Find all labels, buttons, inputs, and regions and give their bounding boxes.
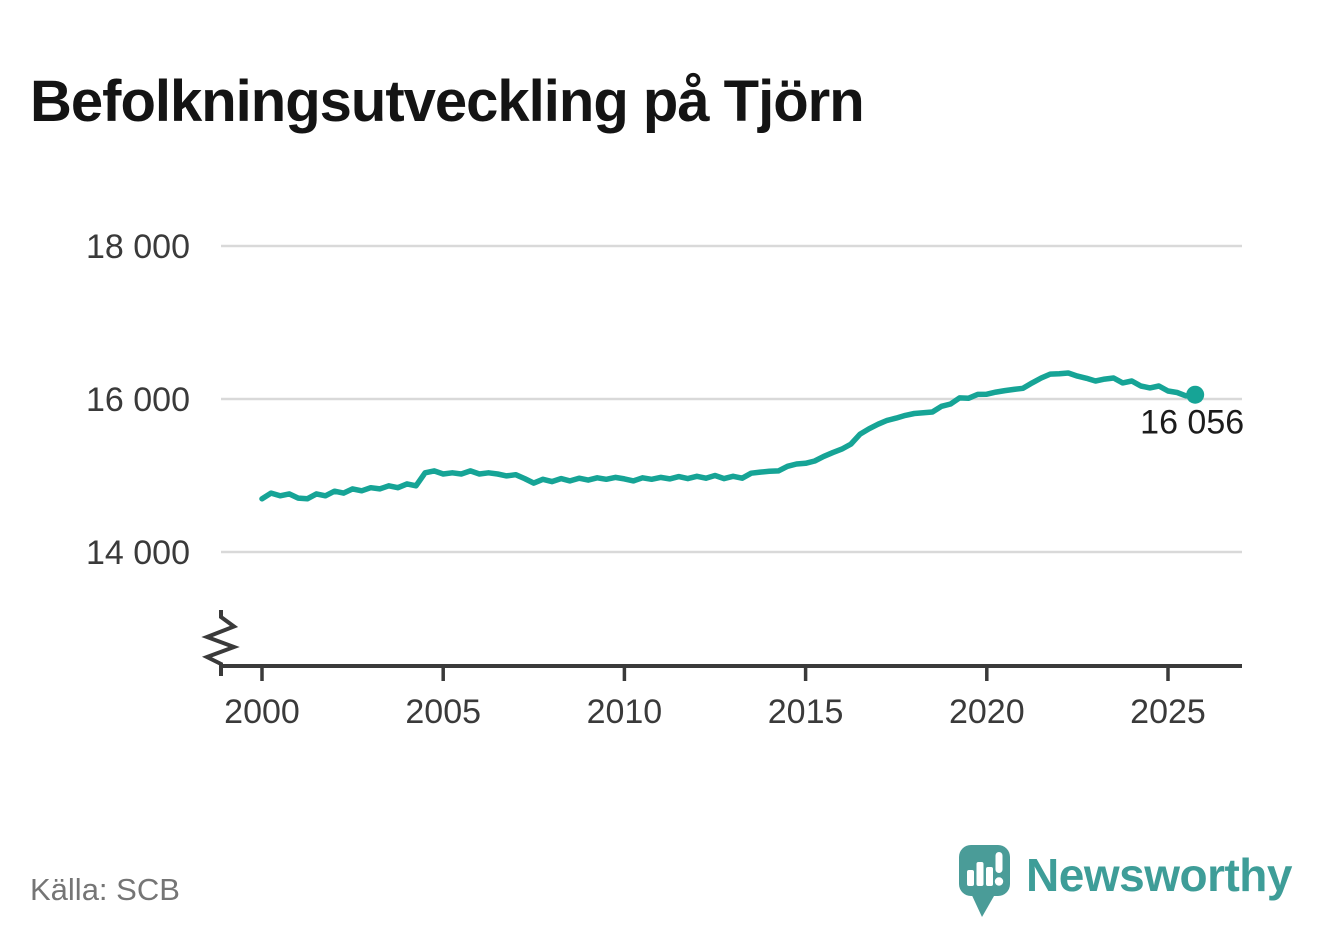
y-tick-label: 16 000: [86, 381, 190, 419]
x-axis-ticks: 2000 2005 2010 2015 2020 2025: [224, 666, 1206, 731]
y-axis-break-icon: [201, 610, 240, 676]
population-line: [259, 370, 1198, 502]
x-tick-label: 2025: [1130, 693, 1206, 731]
logo-exclamation-dot: [994, 877, 1004, 886]
logo-bar-1: [967, 870, 975, 886]
x-axis: 2000 2005 2010 2015 2020 2025: [201, 610, 1242, 731]
logo-exclamation-bar: [995, 852, 1003, 873]
y-axis-labels: 14 000 16 000 18 000: [86, 228, 190, 572]
y-tick-label: 18 000: [86, 228, 190, 266]
x-tick-label: 2005: [405, 693, 481, 731]
gridlines: [221, 244, 1242, 554]
source-label: Källa: SCB: [30, 872, 180, 907]
newsworthy-branding: Newsworthy: [959, 845, 1292, 919]
x-tick-label: 2015: [768, 693, 844, 731]
logo-bar-3: [986, 867, 994, 886]
chart-title: Befolkningsutveckling på Tjörn: [30, 68, 865, 134]
newsworthy-logo-text: Newsworthy: [1026, 849, 1292, 901]
newsworthy-logo-icon: [959, 845, 1011, 917]
y-tick-label: 14 000: [86, 534, 190, 572]
x-tick-label: 2000: [224, 693, 300, 731]
latest-point: [1186, 385, 1205, 404]
latest-value-label: 16 056: [1140, 404, 1244, 442]
x-tick-label: 2010: [587, 693, 663, 731]
x-tick-label: 2020: [949, 693, 1025, 731]
logo-bar-2: [976, 862, 984, 886]
